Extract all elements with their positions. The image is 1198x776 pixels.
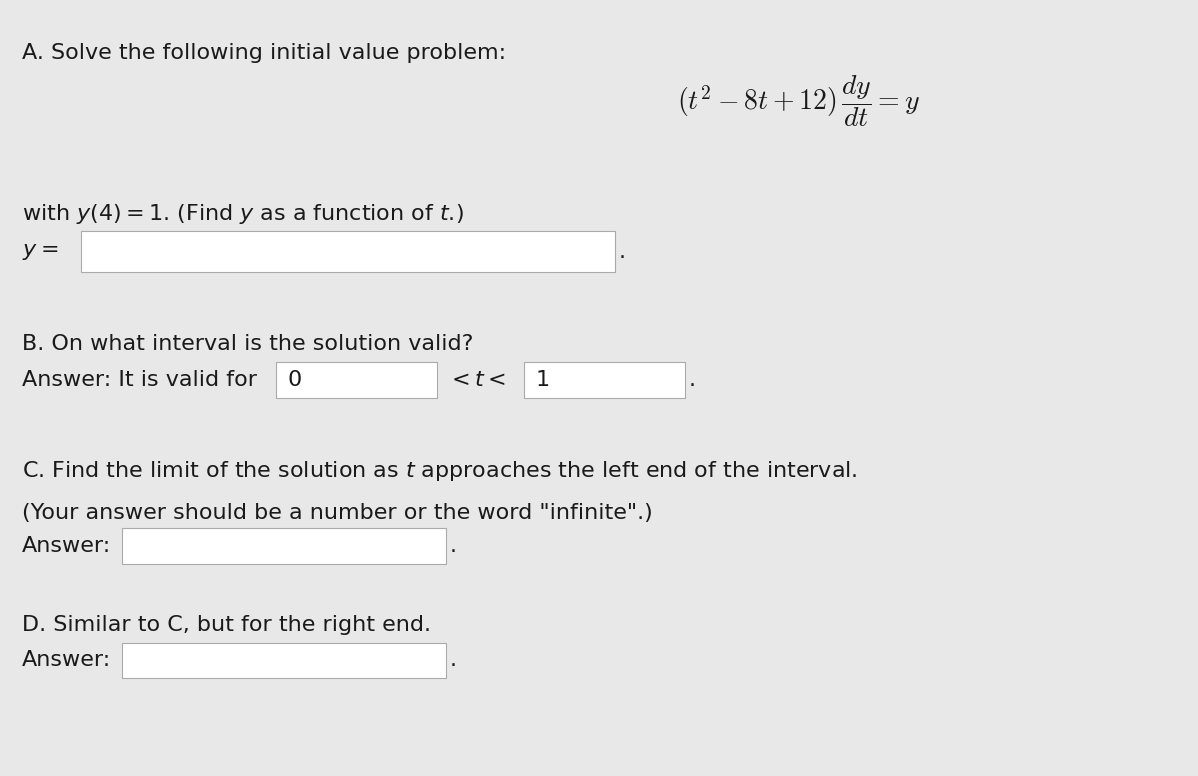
Text: .: . bbox=[449, 535, 456, 556]
FancyBboxPatch shape bbox=[81, 231, 615, 272]
FancyBboxPatch shape bbox=[122, 528, 446, 564]
Text: Answer: It is valid for: Answer: It is valid for bbox=[22, 370, 256, 390]
Text: B. On what interval is the solution valid?: B. On what interval is the solution vali… bbox=[22, 334, 473, 354]
Text: Answer:: Answer: bbox=[22, 650, 110, 670]
Text: 1: 1 bbox=[536, 370, 550, 390]
Text: $(t^2 - 8t + 12)\,\dfrac{dy}{dt} = y$: $(t^2 - 8t + 12)\,\dfrac{dy}{dt} = y$ bbox=[677, 73, 920, 129]
Text: .: . bbox=[689, 370, 696, 390]
FancyBboxPatch shape bbox=[524, 362, 685, 398]
Text: Answer:: Answer: bbox=[22, 535, 110, 556]
FancyBboxPatch shape bbox=[276, 362, 437, 398]
Text: .: . bbox=[618, 242, 625, 262]
Text: $y =$: $y =$ bbox=[22, 242, 58, 262]
Text: with $y(4) = 1$. (Find $y$ as a function of $t$.): with $y(4) = 1$. (Find $y$ as a function… bbox=[22, 202, 464, 226]
Text: $< t <$: $< t <$ bbox=[447, 370, 506, 390]
Text: D. Similar to C, but for the right end.: D. Similar to C, but for the right end. bbox=[22, 615, 430, 635]
FancyBboxPatch shape bbox=[122, 643, 446, 678]
Text: .: . bbox=[449, 650, 456, 670]
Text: (Your answer should be a number or the word "infinite".): (Your answer should be a number or the w… bbox=[22, 503, 653, 523]
Text: 0: 0 bbox=[288, 370, 302, 390]
Text: A. Solve the following initial value problem:: A. Solve the following initial value pro… bbox=[22, 43, 506, 63]
Text: C. Find the limit of the solution as $t$ approaches the left end of the interval: C. Find the limit of the solution as $t$… bbox=[22, 459, 857, 483]
